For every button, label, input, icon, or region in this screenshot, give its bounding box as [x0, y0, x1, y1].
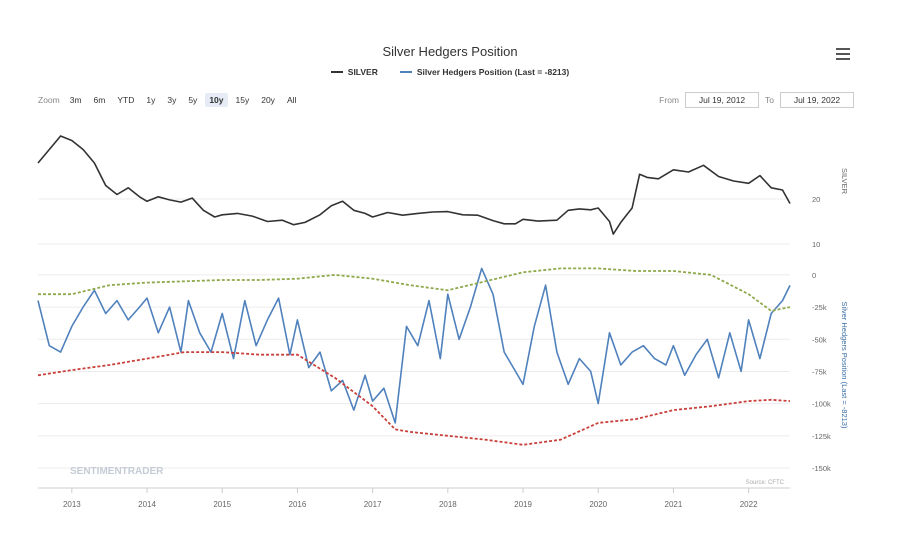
zoom-button-ytd[interactable]: YTD	[117, 95, 135, 105]
zoom-button-20y[interactable]: 20y	[261, 95, 275, 105]
legend-item-hedgers[interactable]: Silver Hedgers Position (Last = -8213)	[399, 67, 570, 77]
chart-title: Silver Hedgers Position	[382, 44, 518, 59]
y-axis-title-p1: Silver Hedgers Position (Last = -8213)	[840, 302, 849, 429]
zoom-button-15y[interactable]: 15y	[235, 95, 250, 105]
legend-swatch-hedgers	[399, 71, 412, 73]
x-tick-label-2019: 2019	[514, 500, 532, 509]
zoom-label: Zoom	[38, 95, 60, 105]
watermark-logo: SENTIMENTRADER	[70, 466, 164, 477]
legend-label-hedgers: Silver Hedgers Position (Last = -8213)	[416, 67, 570, 77]
hamburger-menu-icon[interactable]	[836, 48, 850, 60]
y-tick-label-p1-2: -50k	[812, 335, 827, 344]
x-tick-label-2021: 2021	[665, 500, 683, 509]
x-tick-label-2018: 2018	[439, 500, 457, 509]
legend-swatch-silver	[330, 71, 343, 73]
from-label: From	[659, 95, 680, 105]
date-range: From Jul 19, 2012 To Jul 19, 2022	[659, 92, 854, 108]
zoom-button-all[interactable]: All	[286, 95, 297, 105]
y-tick-label-p1-4: -100k	[812, 400, 831, 409]
to-label: To	[765, 95, 774, 105]
zoom-button-10y[interactable]: 10y	[205, 93, 228, 107]
legend-item-silver[interactable]: SILVER	[330, 67, 378, 77]
y-tick-label-p0-1: 10	[812, 240, 820, 249]
x-tick-label-2017: 2017	[364, 500, 382, 509]
series-line-lower-band	[37, 351, 791, 446]
zoom-button-6m[interactable]: 6m	[93, 95, 106, 105]
x-tick-label-2013: 2013	[63, 500, 81, 509]
zoom-button-5y[interactable]: 5y	[188, 95, 198, 105]
y-tick-label-p1-5: -125k	[812, 432, 831, 441]
y-tick-label-p1-0: 0	[812, 271, 816, 280]
y-tick-label-p0-0: 20	[812, 195, 820, 204]
source-label: Source: CFTC	[746, 480, 785, 486]
x-tick-label-2014: 2014	[138, 500, 156, 509]
zoom-button-3m[interactable]: 3m	[69, 95, 82, 105]
y-tick-label-p1-1: -25k	[812, 303, 827, 312]
legend: SILVER Silver Hedgers Position (Last = -…	[0, 67, 900, 77]
zoom-bar: Zoom 3m 6m YTD 1y 3y 5y 10y 15y 20y All	[38, 93, 300, 107]
to-date-input[interactable]: Jul 19, 2022	[780, 92, 854, 108]
zoom-button-1y[interactable]: 1y	[146, 95, 156, 105]
x-tick-label-2022: 2022	[740, 500, 758, 509]
y-tick-label-p1-6: -150k	[812, 464, 831, 473]
x-tick-label-2015: 2015	[213, 500, 231, 509]
zoom-button-3y[interactable]: 3y	[167, 95, 177, 105]
legend-label-silver: SILVER	[347, 67, 378, 77]
series-line-silver	[37, 135, 791, 235]
from-date-input[interactable]: Jul 19, 2012	[685, 92, 760, 108]
y-tick-label-p1-3: -75k	[812, 367, 827, 376]
series-line-silver-hedgers-position	[37, 267, 791, 424]
y-axis-title-p0: SILVER	[840, 168, 849, 195]
x-tick-label-2020: 2020	[589, 500, 607, 509]
x-tick-label-2016: 2016	[289, 500, 307, 509]
